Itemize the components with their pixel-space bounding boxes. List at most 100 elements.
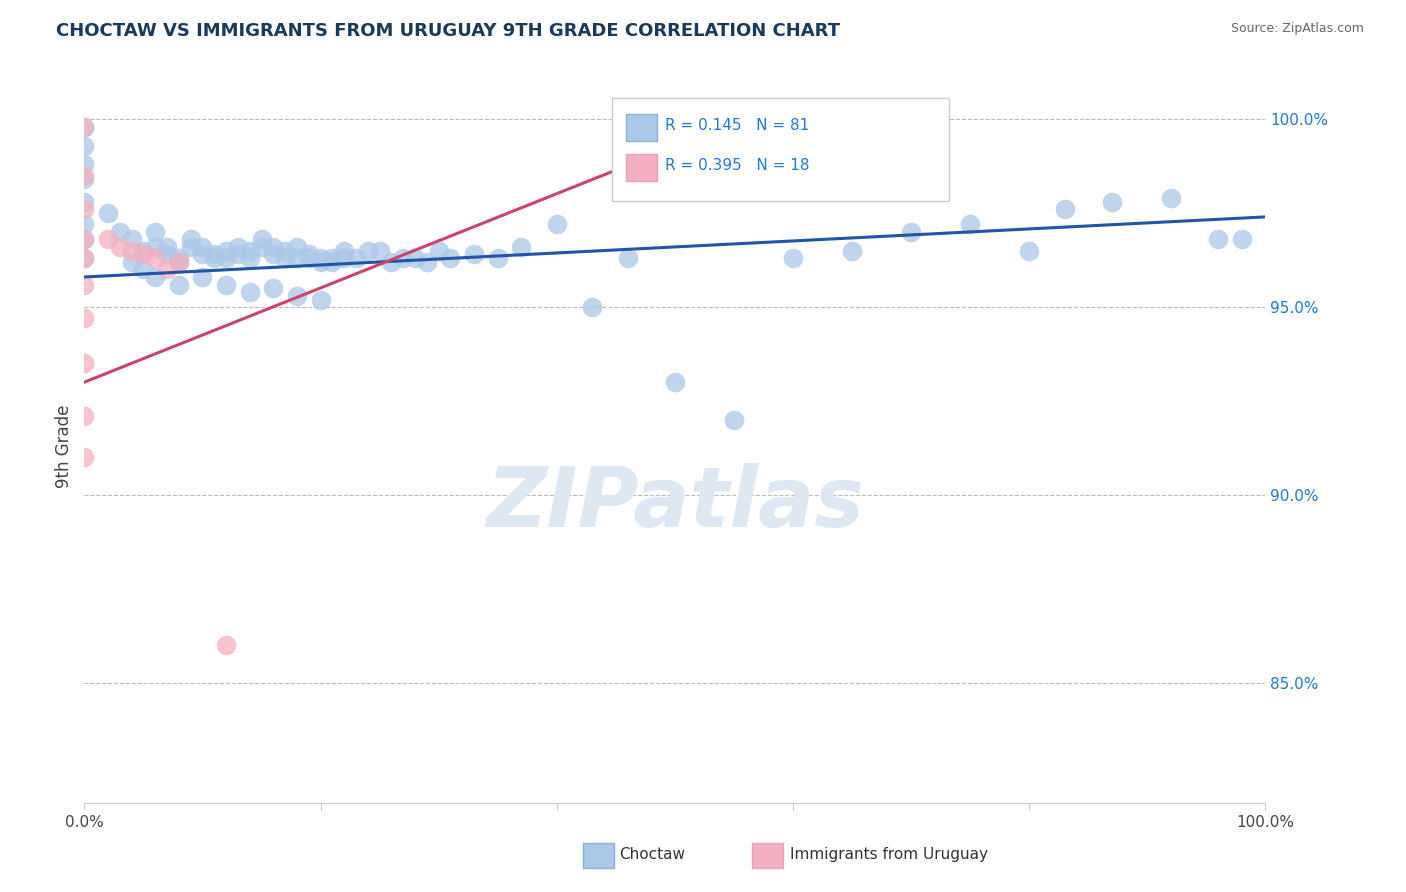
Point (250, 240, 273, 254)
Point (285, 289, 308, 303)
Text: Choctaw: Choctaw (619, 847, 685, 862)
Point (180, 232, 202, 246)
Point (1053, 202, 1076, 217)
Point (73, 218, 96, 232)
Point (392, 251, 415, 265)
Point (463, 247, 485, 261)
Point (416, 255, 439, 269)
Point (239, 285, 262, 299)
Point (274, 244, 297, 258)
Point (73, 311, 96, 326)
Point (427, 244, 450, 258)
Y-axis label: 9th Grade: 9th Grade (55, 404, 73, 488)
Point (841, 244, 863, 258)
Point (191, 240, 214, 254)
Point (156, 262, 179, 277)
Point (73, 172, 96, 186)
Point (368, 244, 391, 258)
Point (73, 450, 96, 465)
Point (215, 251, 238, 265)
Point (616, 251, 638, 265)
Point (73, 138, 96, 153)
Point (73, 194, 96, 209)
Point (321, 255, 343, 269)
Point (108, 240, 131, 254)
Point (156, 240, 179, 254)
Point (959, 218, 981, 232)
Point (121, 244, 143, 258)
Point (723, 413, 745, 427)
Point (262, 247, 284, 261)
Point (191, 247, 214, 261)
Point (285, 251, 308, 265)
Text: CHOCTAW VS IMMIGRANTS FROM URUGUAY 9TH GRADE CORRELATION CHART: CHOCTAW VS IMMIGRANTS FROM URUGUAY 9TH G… (56, 22, 841, 40)
Point (664, 375, 686, 389)
Point (143, 225, 166, 239)
Point (73, 232, 96, 246)
Point (132, 244, 155, 258)
Point (167, 255, 190, 269)
Point (404, 251, 426, 265)
Point (546, 218, 568, 232)
Point (1206, 232, 1229, 246)
Point (143, 251, 166, 265)
Point (73, 120, 96, 134)
Point (97, 206, 120, 220)
Point (143, 240, 166, 254)
Point (156, 247, 179, 261)
Point (132, 247, 155, 261)
Point (202, 247, 225, 261)
Point (510, 240, 533, 254)
Text: R = 0.395   N = 18: R = 0.395 N = 18 (665, 159, 810, 173)
Point (108, 225, 131, 239)
Point (143, 270, 166, 285)
Point (439, 251, 461, 265)
Text: Source: ZipAtlas.com: Source: ZipAtlas.com (1230, 22, 1364, 36)
Point (782, 251, 804, 265)
Point (73, 232, 96, 246)
Point (333, 244, 356, 258)
Point (97, 232, 120, 246)
Point (581, 300, 603, 314)
Point (215, 244, 238, 258)
Point (380, 255, 402, 269)
Point (309, 251, 332, 265)
Point (167, 255, 190, 269)
Text: ZIPatlas: ZIPatlas (486, 463, 863, 543)
Point (239, 251, 262, 265)
Point (344, 251, 367, 265)
Point (180, 240, 202, 254)
Point (73, 169, 96, 183)
Point (226, 247, 249, 261)
Point (1160, 191, 1182, 205)
Point (73, 120, 96, 134)
Point (298, 247, 321, 261)
Point (73, 202, 96, 217)
Text: Immigrants from Uruguay: Immigrants from Uruguay (790, 847, 988, 862)
Point (250, 232, 273, 246)
Point (1230, 232, 1253, 246)
Point (309, 293, 332, 307)
Point (298, 251, 321, 265)
Point (73, 356, 96, 370)
Point (486, 251, 509, 265)
Point (73, 157, 96, 171)
Point (132, 262, 155, 277)
Point (262, 281, 284, 295)
Point (239, 244, 262, 258)
Point (321, 251, 343, 265)
Point (167, 277, 190, 292)
Point (357, 244, 380, 258)
Point (73, 409, 96, 423)
Point (215, 277, 238, 292)
Point (1101, 194, 1123, 209)
Point (191, 270, 214, 285)
Point (121, 255, 143, 269)
Point (202, 251, 225, 265)
Point (73, 277, 96, 292)
Point (73, 251, 96, 265)
Point (333, 251, 356, 265)
Point (226, 240, 249, 254)
Point (215, 638, 238, 652)
Point (285, 240, 308, 254)
